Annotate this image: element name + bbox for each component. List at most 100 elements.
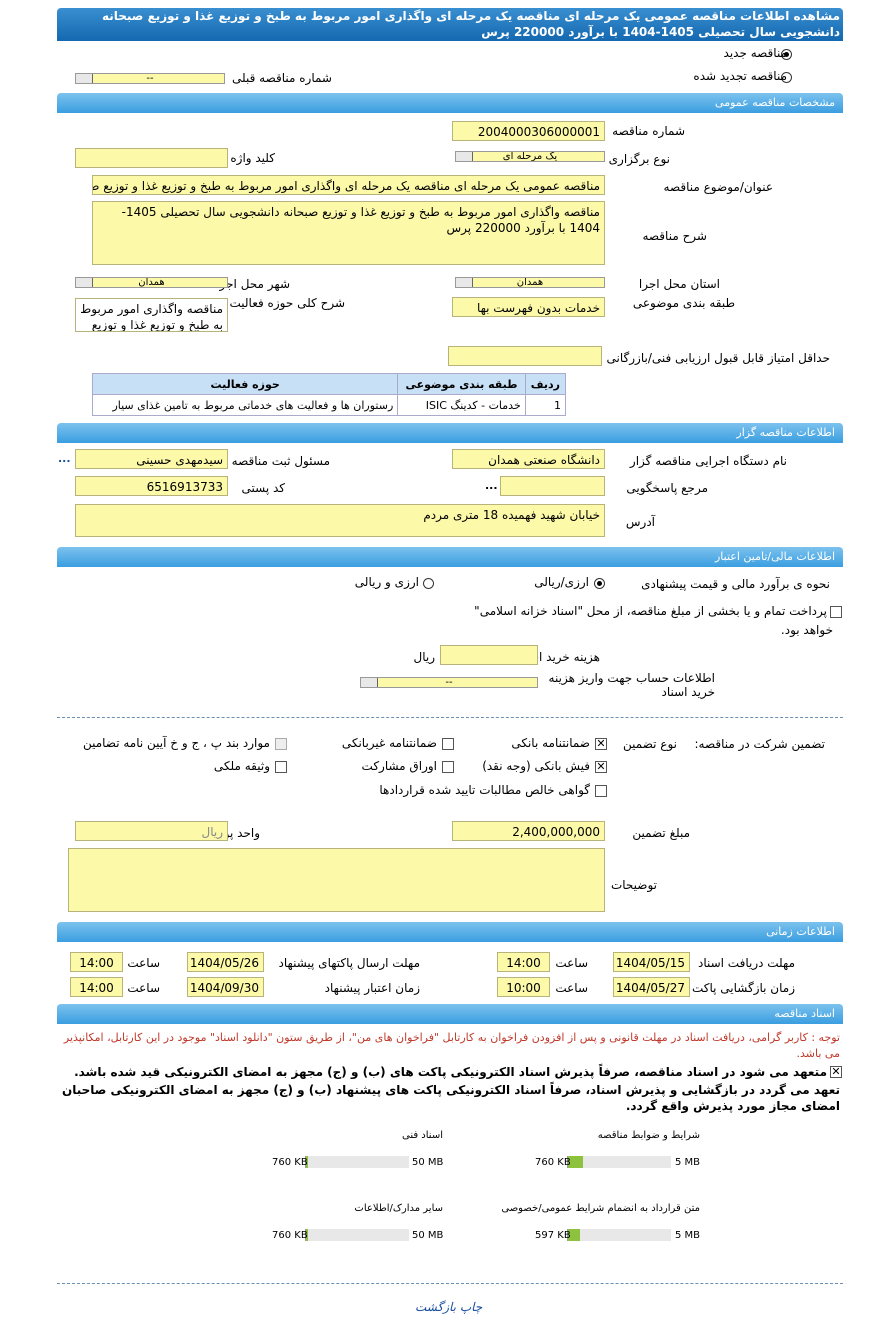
file-max-size: 5 MB [675, 1230, 701, 1241]
file-size-bar [567, 1229, 671, 1241]
divider [57, 717, 843, 718]
file-size-fill [568, 1156, 584, 1168]
resp-field[interactable]: سیدمهدی حسینی [75, 449, 228, 469]
city-label: شهر محل اجرا [216, 277, 290, 291]
postal-field[interactable]: 6516913733 [75, 476, 228, 496]
currency-field[interactable]: ریال [75, 821, 228, 841]
file-size: 760 KB [272, 1157, 308, 1168]
divider [57, 1283, 843, 1284]
city-value: همدان [138, 277, 165, 288]
guarantee-label: تضمین شرکت در مناقصه: [694, 737, 825, 751]
category-label: طبقه بندی موضوعی [632, 296, 735, 310]
ref-more-button[interactable]: ... [485, 479, 498, 492]
account-select[interactable]: -- [360, 677, 538, 688]
guarantee-checkbox[interactable] [442, 738, 454, 750]
guarantee-checkbox[interactable] [275, 738, 287, 750]
receive-label: مهلت دریافت اسناد [697, 956, 795, 970]
guarantee-option-label: اوراق مشارکت [361, 759, 437, 773]
open-time-field[interactable]: 10:00 [497, 977, 550, 997]
scope-label: شرح کلی حوزه فعالیت [229, 296, 346, 310]
resp-more-button[interactable]: ... [58, 452, 71, 465]
ref-label: مرجع پاسخگویی [626, 481, 708, 495]
province-value: همدان [516, 277, 544, 288]
commit-text-2: تعهد می گردد در بازگشایی و پذیرش اسناد، … [61, 1083, 840, 1113]
radio-renewed-tender[interactable] [781, 72, 792, 83]
send-label: مهلت ارسال پاکتهای پیشنهاد [278, 956, 420, 970]
guarantee-option-label: ضمانتنامه بانکی [511, 736, 590, 750]
doc-cost-unit: ریال [413, 650, 435, 664]
page-title: مشاهده اطلاعات مناقصه عمومی یک مرحله ای … [57, 8, 843, 41]
activity-table: ردیف طبقه بندی موضوعی حوزه فعالیت 1 خدمات -… [91, 373, 567, 416]
guarantee-checkbox[interactable] [275, 761, 287, 773]
address-field[interactable]: خیابان شهید فهمیده 18 متری مردم [75, 504, 605, 537]
doc-cost-field[interactable] [440, 645, 538, 665]
province-label: استان محل اجرا [638, 277, 720, 291]
foreign-rial-label: ارزی و ریالی [354, 575, 419, 589]
file-size-bar [305, 1156, 409, 1168]
commit-checkbox: ✕ [830, 1065, 842, 1078]
time-label: ساعت [127, 981, 160, 995]
col-header: طبقه بندی موضوعی [397, 373, 526, 395]
guarantee-checkbox[interactable]: ✕ [595, 760, 607, 773]
radio-new-tender[interactable] [781, 49, 792, 60]
category-field[interactable]: خدمات بدون فهرست بها [452, 297, 605, 317]
send-date-field[interactable]: 1404/05/26 [187, 952, 264, 972]
guarantee-type-label: نوع تضمین [623, 737, 677, 751]
table-header-row: ردیف طبقه بندی موضوعی حوزه فعالیت [91, 373, 567, 395]
back-link[interactable]: بازگشت [415, 1300, 456, 1314]
docs-note: توجه : کاربر گرامی، دریافت اسناد در مهلت… [63, 1031, 840, 1060]
receive-time-field[interactable]: 14:00 [497, 952, 550, 972]
guarantee-checkbox[interactable] [442, 761, 454, 773]
guarantee-option-label: موارد بند پ ، ج و خ آیین نامه تضامین [82, 736, 270, 750]
account-value: -- [445, 677, 453, 688]
subject-label: عنوان/موضوع مناقصه [663, 180, 773, 194]
print-link[interactable]: چاپ [459, 1300, 483, 1314]
keyword-label: کلید واژه [230, 151, 275, 165]
radio-foreign-rial[interactable] [423, 578, 434, 589]
file-size-bar [305, 1229, 409, 1241]
file-size-fill [306, 1229, 308, 1241]
valid-date-field[interactable]: 1404/09/30 [187, 977, 264, 997]
desc-label: شرح مناقصه [642, 229, 707, 243]
receive-date-field[interactable]: 1404/05/15 [613, 952, 690, 972]
type-label: نوع برگزاری [608, 152, 670, 166]
file-label: شرایط و ضوابط مناقصه [597, 1130, 700, 1141]
org-field[interactable]: دانشگاه صنعتی همدان [452, 449, 605, 469]
guarantee-option-label: گواهی خالص مطالبات تایید شده قراردادها [379, 783, 590, 797]
guarantee-checkbox[interactable]: ✕ [595, 737, 607, 750]
send-time-field[interactable]: 14:00 [70, 952, 123, 972]
city-select[interactable]: همدان [75, 277, 228, 288]
amount-field[interactable]: 2,400,000,000 [452, 821, 605, 841]
guarantee-option-label: ضمانتنامه غیربانکی [341, 736, 437, 750]
time-label: ساعت [555, 956, 588, 970]
treasury-label-2: خواهد بود. [780, 623, 833, 637]
desc-textarea[interactable]: مناقصه واگذاری امور مربوط به طبخ و توزیع… [92, 201, 605, 265]
notes-textarea[interactable] [68, 848, 605, 912]
type-select[interactable]: یک مرحله ای [455, 151, 605, 162]
scope-listbox[interactable]: مناقصه واگذاری امور مربوط به طبخ و توزیع… [75, 298, 228, 332]
keyword-field[interactable] [75, 148, 228, 168]
min-score-field[interactable] [448, 346, 602, 366]
file-size-fill [306, 1156, 308, 1168]
valid-label: زمان اعتبار پیشنهاد [324, 981, 420, 995]
valid-time-field[interactable]: 14:00 [70, 977, 123, 997]
guarantee-checkbox[interactable] [595, 785, 607, 797]
section-finance: اطلاعات مالی/تامین اعتبار [57, 547, 843, 567]
file-max-size: 50 MB [412, 1230, 444, 1241]
subject-field[interactable]: مناقصه عمومی یک مرحله ای مناقصه یک مرحله… [92, 175, 605, 195]
table-cell: 1 [524, 394, 567, 416]
col-header: حوزه فعالیت [91, 373, 399, 395]
province-select[interactable]: همدان [455, 277, 605, 288]
table-cell: خدمات - کدینگ ISIC [397, 394, 526, 416]
open-date-field[interactable]: 1404/05/27 [613, 977, 690, 997]
radio-rial[interactable] [594, 578, 605, 589]
ref-field[interactable] [500, 476, 605, 496]
file-size: 760 KB [535, 1157, 571, 1168]
notes-label: توضیحات [610, 878, 657, 892]
tender-number-field[interactable]: 2004000306000001 [452, 121, 605, 141]
open-label: زمان بازگشایی پاکت ها [678, 981, 795, 995]
prev-tender-select[interactable]: -- [75, 73, 225, 84]
file-max-size: 50 MB [412, 1157, 444, 1168]
treasury-checkbox[interactable] [830, 606, 842, 618]
